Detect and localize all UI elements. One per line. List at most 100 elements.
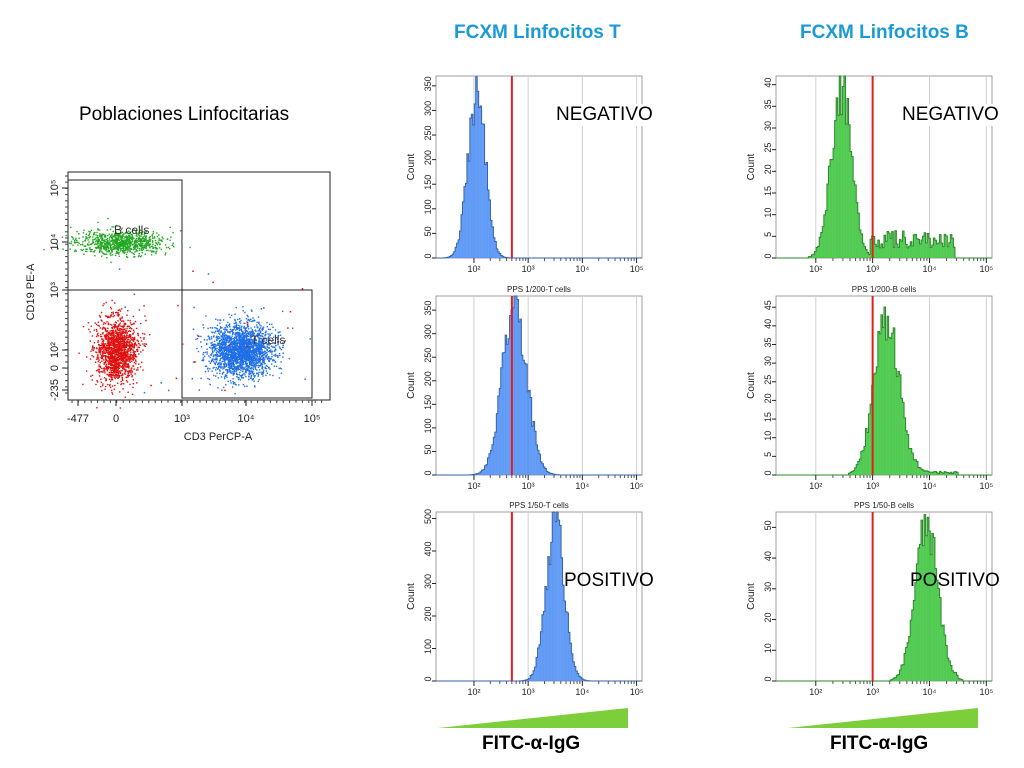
hist-bar (930, 554, 933, 681)
hist-bar (948, 242, 951, 258)
hist-bar (867, 252, 869, 258)
fitc-label-b: FITC-α-IgG (830, 733, 929, 754)
hist-bar (951, 670, 954, 681)
hist-bar (534, 666, 537, 681)
hist-bar (942, 473, 945, 475)
hist-bar (904, 237, 906, 258)
stray-dot (192, 328, 195, 331)
hist-bar (854, 185, 857, 258)
y-tick-label: 350 (423, 76, 433, 91)
y-tick-label: 10⁴ (49, 233, 61, 250)
hist-bar (831, 159, 834, 258)
hist-bar (509, 315, 512, 475)
y-tick-label: 0 (423, 470, 433, 475)
hist-bar (944, 471, 947, 475)
hist-bar (922, 545, 925, 681)
hist-bar (945, 235, 948, 258)
x-tick-label: 10⁴ (923, 481, 937, 491)
hist-bar (488, 200, 491, 258)
hist-bar (913, 459, 916, 475)
hist-bar (833, 148, 835, 258)
y-tick-label: 50 (423, 226, 433, 236)
hist-bar (565, 611, 568, 681)
column-title-t: FCXM Linfocitos T (454, 22, 621, 43)
hist-bar (880, 243, 883, 258)
hist-bar (840, 114, 843, 258)
hist-bar (868, 254, 871, 258)
hist-bar (908, 636, 911, 681)
hist-bar (484, 164, 487, 258)
hist-bars (443, 76, 510, 258)
y-tick-label: 0 (763, 676, 773, 681)
hist-bar (537, 647, 540, 681)
hist-bar (893, 678, 896, 681)
stray-dot (289, 311, 292, 313)
hist-bar (891, 333, 894, 475)
hist-bar (896, 376, 899, 475)
hist-bar (879, 333, 882, 475)
stray-dot (275, 344, 277, 347)
x-tick-label: 0 (113, 413, 119, 425)
stray-dot (143, 391, 146, 394)
stray-dot (287, 327, 289, 329)
hist-bar (462, 201, 465, 258)
hist-bar (880, 314, 883, 475)
hist-bar (941, 626, 943, 681)
hist-bar (933, 471, 936, 475)
hist-bar (480, 471, 482, 475)
hist-bar (916, 238, 919, 258)
hist-bar (954, 672, 957, 681)
hist-bar (896, 675, 899, 681)
hist-bar (938, 242, 940, 258)
hist-bar (452, 254, 454, 258)
stray-dot (209, 383, 212, 386)
hist-bar (945, 645, 948, 681)
hist-bar (930, 247, 933, 258)
hist-bar (888, 233, 891, 258)
hist-bar (919, 243, 922, 258)
stray-dot (124, 306, 126, 309)
hist-bar (890, 238, 893, 258)
y-tick-label: 5 (763, 232, 773, 237)
hist-bar (905, 244, 908, 258)
y-axis-label: Count (746, 153, 757, 180)
y-tick-label: 250 (423, 126, 433, 141)
hist-bar (910, 241, 913, 258)
hist-bar (546, 589, 549, 681)
hist-bar (817, 246, 820, 258)
y-tick-label: 100 (423, 639, 433, 654)
stray-dot (245, 345, 248, 347)
hist-bar (887, 231, 889, 258)
hist-bar (897, 674, 900, 681)
hist-bar (544, 468, 547, 475)
y-tick-label: 500 (423, 509, 433, 524)
hist-bar (503, 352, 506, 475)
hist-bar (936, 244, 939, 258)
hist-bar (533, 670, 535, 681)
hist-bar (543, 466, 546, 475)
hist-bar (882, 247, 885, 258)
hist-bar (469, 117, 472, 258)
x-tick-label: 10² (809, 481, 822, 491)
hist-B-mid: PPS 1/200-B cells 0 5 10 15 20 25 30 35 40 45 Count… (740, 282, 1000, 497)
hist-bar (911, 609, 914, 681)
hist-bar (947, 246, 950, 258)
y-axis-label: Count (746, 583, 757, 610)
hist-bar (859, 459, 862, 475)
hist-bar (522, 360, 525, 475)
hist-bar (477, 473, 479, 475)
hist-bar (862, 450, 865, 475)
hist-bar (811, 254, 814, 258)
hist-bar (568, 632, 571, 681)
hist-outline (776, 75, 992, 259)
hist-bar (905, 430, 908, 475)
hist-bar (556, 512, 559, 681)
y-tick-label: 50 (763, 520, 773, 530)
hist-bar (884, 306, 886, 475)
hist-bar (877, 331, 880, 475)
stray-dot (224, 389, 226, 392)
stray-dot (198, 389, 201, 391)
y-tick-label: 15 (763, 412, 773, 422)
stray-dot (211, 327, 214, 329)
x-axis-label: CD3 PerCP-A (184, 431, 253, 443)
